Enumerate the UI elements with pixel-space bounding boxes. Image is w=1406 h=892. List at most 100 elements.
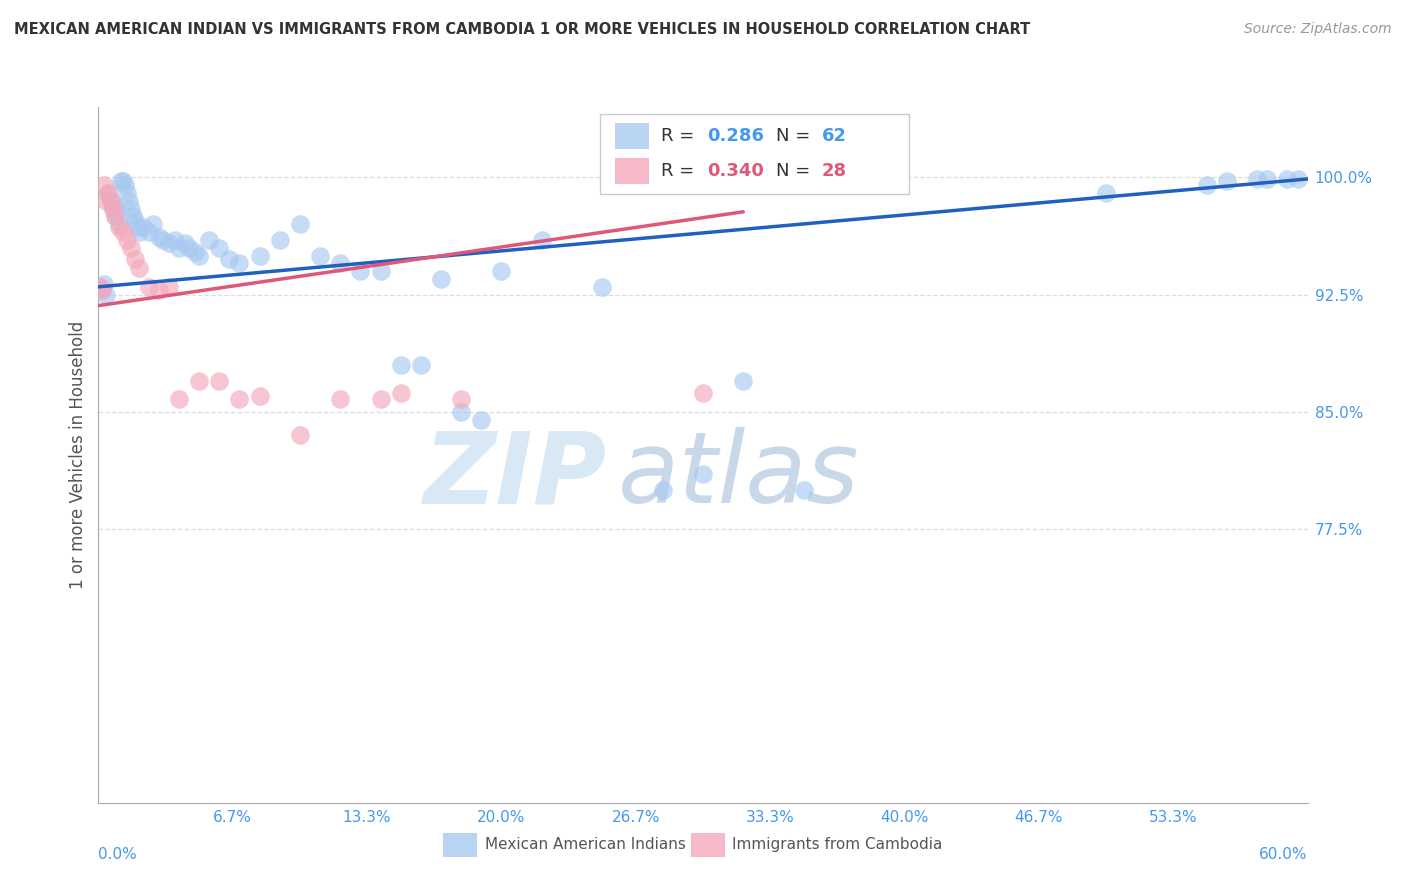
Bar [690,833,724,857]
Point [530,233,553,247]
Point [148,283,170,297]
Point [101,202,124,216]
Point [430,272,453,286]
Point [288,217,311,231]
Point [692,467,714,482]
Point [138,225,160,239]
Point [124,252,146,266]
Point [91,283,114,297]
Point [107,217,129,231]
Point [288,428,311,442]
Point [389,358,412,372]
Point [1256,172,1278,186]
Bar [614,158,648,185]
Point [132,220,155,235]
Text: Source: ZipAtlas.com: Source: ZipAtlas.com [1244,22,1392,37]
Point [329,256,352,270]
Point [114,178,136,193]
Point [1246,172,1268,186]
Point [128,225,150,239]
Point [111,225,134,239]
Point [100,194,122,208]
Point [103,210,125,224]
Point [188,249,211,263]
Point [309,249,332,263]
Point [389,386,412,401]
Text: Immigrants from Cambodia: Immigrants from Cambodia [733,837,942,852]
Point [269,233,291,247]
Point [198,233,221,247]
Text: R =: R = [661,128,700,145]
Point [167,241,190,255]
Point [349,264,371,278]
Text: 0.340: 0.340 [707,162,763,180]
Point [491,264,513,278]
Point [1216,173,1239,187]
Point [329,392,352,407]
Point [105,202,128,216]
Point [450,405,472,419]
Point [208,374,231,388]
Point [138,280,160,294]
Point [111,173,134,187]
Point [120,202,142,216]
Point [409,358,432,372]
Point [96,194,118,208]
Point [1286,172,1309,186]
Point [228,256,250,270]
Point [91,283,114,297]
Point [142,217,165,231]
Point [121,210,143,224]
Point [793,483,815,497]
Point [591,280,613,294]
Text: 60.0%: 60.0% [1260,847,1308,863]
Point [163,233,186,247]
FancyBboxPatch shape [600,114,908,194]
Point [125,220,148,235]
Point [107,220,129,235]
Y-axis label: 1 or more Vehicles in Household: 1 or more Vehicles in Household [69,321,87,589]
Point [157,235,180,250]
Point [157,280,180,294]
Point [97,186,120,200]
Point [115,186,138,200]
Point [120,241,142,255]
Text: 0.286: 0.286 [707,128,763,145]
Point [370,264,392,278]
Point [177,241,201,255]
Text: 28: 28 [821,162,846,180]
Point [1195,178,1218,193]
Point [128,261,150,276]
Point [148,229,170,244]
Text: Mexican American Indians: Mexican American Indians [485,837,686,852]
Text: atlas: atlas [619,427,860,524]
Point [692,386,714,401]
Point [1095,186,1118,200]
Point [152,233,174,247]
Point [167,392,190,407]
Point [124,214,146,228]
Point [470,413,492,427]
Point [450,392,472,407]
Point [97,186,120,200]
Point [89,280,111,294]
Text: 62: 62 [821,128,846,145]
Point [651,483,673,497]
Point [1277,172,1299,186]
Point [733,374,755,388]
Text: R =: R = [661,162,700,180]
Point [93,277,115,291]
Point [208,241,231,255]
Text: MEXICAN AMERICAN INDIAN VS IMMIGRANTS FROM CAMBODIA 1 OR MORE VEHICLES IN HOUSEH: MEXICAN AMERICAN INDIAN VS IMMIGRANTS FR… [14,22,1031,37]
Point [249,389,271,403]
Point [96,287,118,301]
Point [218,252,240,266]
Point [184,245,207,260]
Text: N =: N = [776,128,815,145]
Text: ZIP: ZIP [423,427,606,524]
Point [370,392,392,407]
Point [188,374,211,388]
Point [118,194,141,208]
Point [103,210,125,224]
Text: 0.0%: 0.0% [98,847,138,863]
